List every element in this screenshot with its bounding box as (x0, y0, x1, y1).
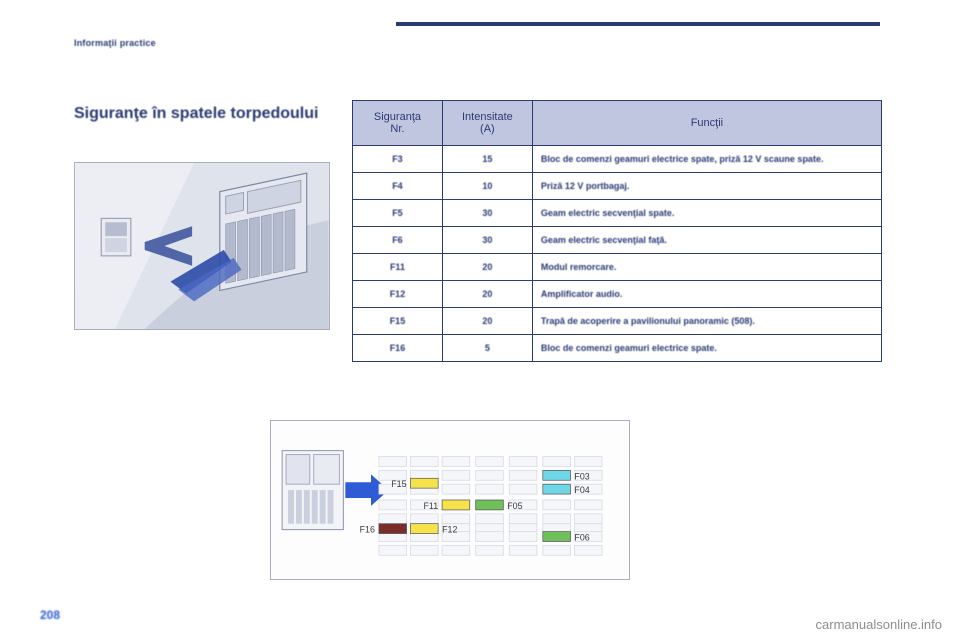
fuse-amp: 20 (442, 254, 532, 281)
fuse-layout-diagram: F15 F11 F05 F03 F04 F16 F12 F06 (270, 420, 630, 580)
fuse-label-f11: F11 (424, 501, 439, 511)
watermark: carmanualsonline.info (816, 617, 942, 632)
fuse-amp: 30 (442, 200, 532, 227)
fuse-label-f05: F05 (507, 501, 522, 511)
fuse-function: Geam electric secvenţial faţă. (532, 227, 881, 254)
fuse-table: Siguranţa Nr. Intensitate (A) Funcţii F3… (352, 100, 882, 362)
fuse-label-f06: F06 (574, 532, 589, 542)
fuse-number: F5 (353, 200, 443, 227)
fuse-f12 (411, 524, 439, 534)
fuse-number: F4 (353, 173, 443, 200)
fuse-number: F12 (353, 281, 443, 308)
fuse-amp: 20 (442, 281, 532, 308)
table-row: F410Priză 12 V portbagaj. (353, 173, 882, 200)
fuse-function: Priză 12 V portbagaj. (532, 173, 881, 200)
module-block (282, 451, 343, 530)
fuse-number: F6 (353, 227, 443, 254)
page-number: 208 (40, 608, 60, 622)
fuse-amp: 30 (442, 227, 532, 254)
col-header-function: Funcţii (532, 101, 881, 146)
section-title: Siguranţe în spatele torpedoului (74, 104, 324, 124)
header-rule (396, 22, 880, 26)
fuse-f15 (411, 478, 439, 488)
col-header-number: Siguranţa Nr. (353, 101, 443, 146)
fuse-label-f03: F03 (574, 471, 589, 481)
table-row: F530Geam electric secvenţial spate. (353, 200, 882, 227)
fuse-number: F3 (353, 146, 443, 173)
fuse-f06 (543, 532, 571, 542)
fuse-function: Bloc de comenzi geamuri electrice spate,… (532, 146, 881, 173)
fuse-amp: 15 (442, 146, 532, 173)
fuse-function: Amplificator audio. (532, 281, 881, 308)
fuse-f11 (442, 500, 470, 510)
fuse-number: F16 (353, 335, 443, 362)
table-row: F1120Modul remorcare. (353, 254, 882, 281)
fuse-number: F15 (353, 308, 443, 335)
fuse-amp: 10 (442, 173, 532, 200)
fuse-f03 (543, 470, 571, 480)
fuse-function: Modul remorcare. (532, 254, 881, 281)
fuse-function: Bloc de comenzi geamuri electrice spate. (532, 335, 881, 362)
fuse-f04 (543, 484, 571, 494)
fuse-amp: 20 (442, 308, 532, 335)
table-row: F315Bloc de comenzi geamuri electrice sp… (353, 146, 882, 173)
table-row: F165Bloc de comenzi geamuri electrice sp… (353, 335, 882, 362)
page-header: Informaţii practice (74, 38, 156, 48)
table-header-row: Siguranţa Nr. Intensitate (A) Funcţii (353, 101, 882, 146)
table-row: F1520Trapă de acoperire a pavilionului p… (353, 308, 882, 335)
fuse-label-f15: F15 (391, 479, 406, 489)
fuse-function: Geam electric secvenţial spate. (532, 200, 881, 227)
fuse-number: F11 (353, 254, 443, 281)
col-header-amp: Intensitate (A) (442, 101, 532, 146)
fuse-f16 (379, 524, 407, 534)
fuse-label-f04: F04 (574, 485, 589, 495)
fuse-function: Trapă de acoperire a pavilionului panora… (532, 308, 881, 335)
table-row: F630Geam electric secvenţial faţă. (353, 227, 882, 254)
fuse-label-f12: F12 (442, 525, 457, 535)
fuse-amp: 5 (442, 335, 532, 362)
fuse-label-f16: F16 (360, 525, 375, 535)
dashboard-illustration (74, 162, 330, 330)
fuse-f05 (476, 500, 504, 510)
table-row: F1220Amplificator audio. (353, 281, 882, 308)
